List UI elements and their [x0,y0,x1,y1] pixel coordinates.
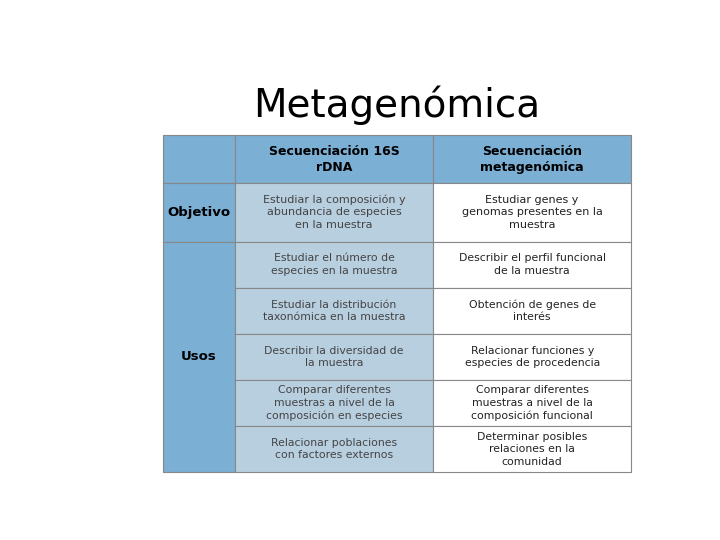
Text: Describir el perfil funcional
de la muestra: Describir el perfil funcional de la mues… [459,253,606,276]
Text: Usos: Usos [181,350,217,363]
Bar [433,241,631,288]
Text: Determinar posibles
relaciones en la
comunidad: Determinar posibles relaciones en la com… [477,432,588,467]
Bar [163,136,235,183]
Bar [163,183,235,241]
Text: Estudiar la distribución
taxonómica en la muestra: Estudiar la distribución taxonómica en l… [263,300,405,322]
Text: Estudiar genes y
genomas presentes en la
muestra: Estudiar genes y genomas presentes en la… [462,195,603,230]
Text: Relacionar poblaciones
con factores externos: Relacionar poblaciones con factores exte… [271,438,397,461]
Bar [433,426,631,472]
Bar [235,136,433,183]
Bar [433,183,631,241]
Text: Estudiar la composición y
abundancia de especies
en la muestra: Estudiar la composición y abundancia de … [263,194,405,230]
Text: Estudiar el número de
especies en la muestra: Estudiar el número de especies en la mue… [271,253,397,276]
Text: Describir la diversidad de
la muestra: Describir la diversidad de la muestra [264,346,404,368]
Bar [235,334,433,380]
Text: Secuenciación
metagenómica: Secuenciación metagenómica [480,145,584,173]
Text: Metagenómica: Metagenómica [253,85,541,125]
Text: Comparar diferentes
muestras a nivel de la
composición funcional: Comparar diferentes muestras a nivel de … [472,386,593,421]
Bar [235,183,433,241]
Bar [235,241,433,288]
Bar [433,380,631,426]
Bar [235,288,433,334]
Bar [235,426,433,472]
Text: Secuenciación 16S
rDNA: Secuenciación 16S rDNA [269,145,400,173]
Bar [163,241,235,472]
Bar [433,334,631,380]
Text: Objetivo: Objetivo [167,206,230,219]
Text: Obtención de genes de
interés: Obtención de genes de interés [469,299,595,322]
Text: Relacionar funciones y
especies de procedencia: Relacionar funciones y especies de proce… [464,346,600,368]
Bar [235,380,433,426]
Bar [433,136,631,183]
Bar [433,288,631,334]
Text: Comparar diferentes
muestras a nivel de la
composición en especies: Comparar diferentes muestras a nivel de … [266,386,402,421]
